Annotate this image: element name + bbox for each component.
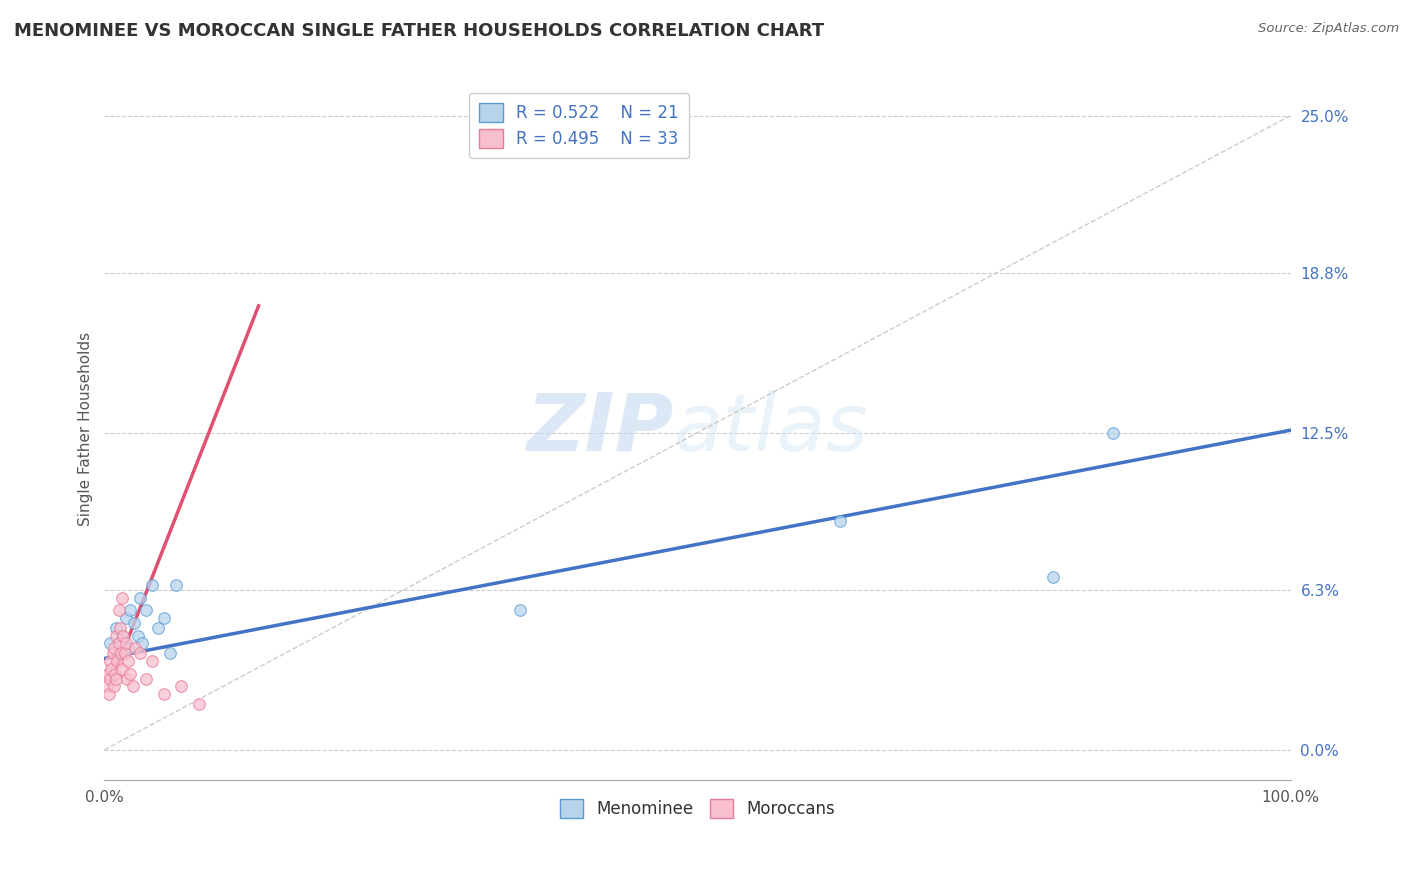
Point [117, 641, 139, 656]
Point [111, 629, 134, 643]
Point [124, 641, 146, 656]
Point [108, 621, 131, 635]
Point [135, 603, 157, 617]
Point [1042, 570, 1064, 584]
Point [131, 636, 153, 650]
Point [141, 654, 163, 668]
Point [114, 611, 136, 625]
Point [188, 697, 211, 711]
Point [165, 578, 187, 592]
Point [111, 662, 134, 676]
Point [100, 662, 122, 676]
Point [110, 647, 132, 661]
Point [129, 647, 152, 661]
Point [127, 629, 149, 643]
Point [97, 666, 120, 681]
Point [509, 603, 531, 617]
Point [117, 654, 139, 668]
Legend: Menominee, Moroccans: Menominee, Moroccans [553, 792, 842, 825]
Point [105, 621, 128, 635]
Text: MENOMINEE VS MOROCCAN SINGLE FATHER HOUSEHOLDS CORRELATION CHART: MENOMINEE VS MOROCCAN SINGLE FATHER HOUS… [14, 22, 824, 40]
Point [146, 621, 169, 635]
Point [104, 666, 127, 681]
Point [103, 680, 125, 694]
Point [107, 603, 129, 617]
Point [120, 666, 142, 681]
Point [122, 615, 145, 630]
Point [135, 672, 157, 686]
Point [96, 680, 118, 694]
Point [98, 654, 121, 668]
Point [112, 629, 135, 643]
Point [170, 680, 193, 694]
Point [105, 672, 128, 686]
Point [107, 647, 129, 661]
Point [1101, 425, 1123, 440]
Point [159, 647, 181, 661]
Point [114, 647, 136, 661]
Point [98, 687, 121, 701]
Point [141, 578, 163, 592]
Point [101, 647, 124, 661]
Text: ZIP: ZIP [526, 390, 673, 468]
Point [129, 591, 152, 605]
Point [105, 629, 128, 643]
Point [98, 672, 121, 686]
Point [115, 672, 138, 686]
Point [152, 611, 174, 625]
Point [121, 680, 143, 694]
Point [107, 636, 129, 650]
Point [114, 636, 136, 650]
Point [103, 641, 125, 656]
Y-axis label: Single Father Households: Single Father Households [79, 332, 93, 526]
Point [107, 654, 129, 668]
Text: Source: ZipAtlas.com: Source: ZipAtlas.com [1258, 22, 1399, 36]
Point [98, 636, 121, 650]
Point [828, 515, 851, 529]
Point [111, 591, 134, 605]
Point [152, 687, 174, 701]
Point [120, 603, 142, 617]
Text: atlas: atlas [673, 390, 869, 468]
